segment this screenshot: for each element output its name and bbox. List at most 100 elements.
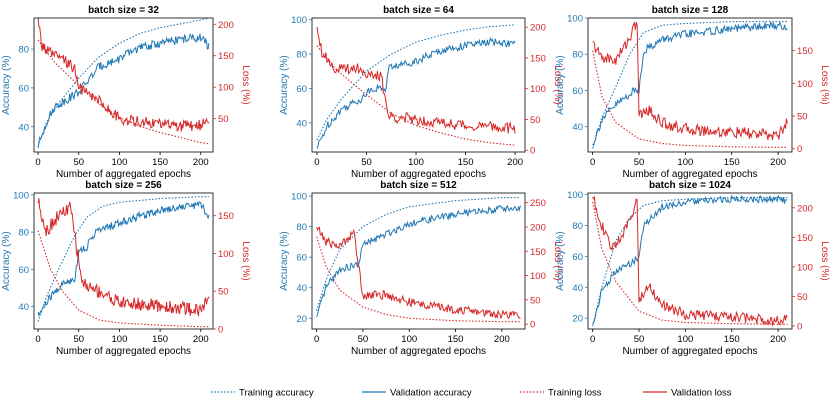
y-right-tick-label: 200 xyxy=(797,203,813,214)
y-right-axis-label: Loss (%) xyxy=(552,65,563,104)
y-right-tick-label: 0 xyxy=(530,320,535,331)
y-left-tick-label: 40 xyxy=(18,122,29,133)
y-left-tick-label: 100 xyxy=(291,15,307,26)
x-tick-label: 50 xyxy=(73,157,84,168)
validation-loss-line xyxy=(37,18,210,132)
panel-title: batch size = 256 xyxy=(85,180,162,191)
chart-panel-3: batch size = 128 0 50 100 150 200 40 60 80 100 0 50… xyxy=(555,5,830,180)
validation-accuracy-line xyxy=(37,201,210,317)
validation-accuracy-line xyxy=(316,36,516,149)
y-right-tick-label: 0 xyxy=(797,144,802,155)
x-axis-label: Number of aggregated epochs xyxy=(351,169,486,180)
x-tick-label: 50 xyxy=(73,334,84,345)
training-loss-line xyxy=(592,201,788,325)
y-left-tick-label: 100 xyxy=(567,14,583,25)
y-right-axis-label: Loss (%) xyxy=(819,241,830,280)
x-tick-label: 100 xyxy=(677,334,693,345)
validation-accuracy-line xyxy=(592,194,788,325)
y-left-axis-label: Accuracy (%) xyxy=(555,55,566,114)
x-tick-label: 50 xyxy=(358,334,369,345)
y-left-tick-label: 60 xyxy=(18,83,29,94)
x-axis-label: Number of aggregated epochs xyxy=(622,169,757,180)
panel-title: batch size = 1024 xyxy=(649,180,731,191)
y-left-tick-label: 100 xyxy=(13,190,29,201)
x-axis-label: Number of aggregated epochs xyxy=(622,346,757,357)
y-left-tick-label: 40 xyxy=(296,118,307,129)
panel-title: batch size = 128 xyxy=(652,5,729,16)
legend: Training accuracy Validation accuracy Trai… xyxy=(211,388,732,399)
y-left-tick-label: 40 xyxy=(18,302,29,313)
y-right-tick-label: 250 xyxy=(530,198,546,209)
x-tick-label: 200 xyxy=(507,157,523,168)
y-left-tick-label: 60 xyxy=(572,86,583,97)
y-right-tick-label: 50 xyxy=(797,112,808,123)
x-tick-label: 0 xyxy=(35,157,40,168)
validation-loss-line xyxy=(316,26,516,134)
x-tick-label: 150 xyxy=(724,157,740,168)
y-right-axis-label: Loss (%) xyxy=(552,241,563,280)
y-right-tick-label: 50 xyxy=(797,292,808,303)
chart-panel-2: batch size = 64 0 50 100 150 200 40 60 80 100 0 50 1… xyxy=(279,5,563,180)
plot-frame xyxy=(33,17,214,153)
y-right-axis-label: Loss (%) xyxy=(819,65,830,104)
legend-label-2: Validation accuracy xyxy=(390,388,472,399)
x-tick-label: 0 xyxy=(590,157,595,168)
y-right-tick-label: 200 xyxy=(218,20,234,31)
chart-panel-6: batch size = 1024 0 50 100 150 200 20 40 60 80 100… xyxy=(555,180,830,357)
validation-accuracy-line xyxy=(316,204,521,318)
y-right-tick-label: 200 xyxy=(530,223,546,234)
plot-frame xyxy=(587,17,793,153)
chart-panel-4: batch size = 256 0 50 100 150 200 40 60 80 100 0 50… xyxy=(1,180,251,357)
x-tick-label: 100 xyxy=(408,157,424,168)
y-right-tick-label: 100 xyxy=(218,83,234,94)
legend-label-4: Validation loss xyxy=(671,388,732,399)
y-left-tick-label: 80 xyxy=(572,50,583,61)
x-axis-label: Number of aggregated epochs xyxy=(56,169,191,180)
x-tick-label: 200 xyxy=(193,334,209,345)
chart-panel-5: batch size = 512 0 50 100 150 200 20 40 60 80 100 0… xyxy=(279,180,563,357)
y-right-tick-label: 150 xyxy=(218,51,234,62)
panel-title: batch size = 512 xyxy=(380,180,457,191)
y-right-tick-label: 0 xyxy=(530,146,535,157)
x-tick-label: 200 xyxy=(494,334,510,345)
x-tick-label: 200 xyxy=(193,157,209,168)
x-tick-label: 150 xyxy=(152,334,168,345)
chart-panel-1: batch size = 32 0 50 100 150 200 40 60 80 50 100 15… xyxy=(1,5,251,180)
y-left-tick-label: 80 xyxy=(572,221,583,232)
y-right-tick-label: 100 xyxy=(530,84,546,95)
x-tick-label: 150 xyxy=(448,334,464,345)
x-tick-label: 0 xyxy=(590,334,595,345)
y-right-tick-label: 150 xyxy=(797,233,813,244)
x-tick-label: 0 xyxy=(35,334,40,345)
training-loss-line xyxy=(37,230,209,328)
y-left-tick-label: 20 xyxy=(296,314,307,325)
y-left-tick-label: 80 xyxy=(18,228,29,239)
legend-label-1: Training accuracy xyxy=(239,388,314,399)
y-right-tick-label: 50 xyxy=(530,115,541,126)
training-loss-line xyxy=(316,236,521,323)
y-left-tick-label: 60 xyxy=(18,265,29,276)
training-accuracy-line xyxy=(592,197,788,327)
x-tick-label: 100 xyxy=(677,157,693,168)
x-tick-label: 150 xyxy=(458,157,474,168)
training-accuracy-line xyxy=(316,197,521,311)
plot-frame xyxy=(311,17,526,153)
x-tick-label: 0 xyxy=(314,334,319,345)
y-left-axis-label: Accuracy (%) xyxy=(1,55,12,114)
y-right-tick-label: 150 xyxy=(530,247,546,258)
y-right-tick-label: 100 xyxy=(797,262,813,273)
plot-frame xyxy=(33,192,214,330)
y-right-tick-label: 100 xyxy=(530,271,546,282)
legend-label-3: Training loss xyxy=(548,388,602,399)
training-loss-line xyxy=(592,50,788,148)
y-left-axis-label: Accuracy (%) xyxy=(279,55,290,114)
y-right-axis-label: Loss (%) xyxy=(240,65,251,104)
x-tick-label: 50 xyxy=(634,334,645,345)
x-tick-label: 150 xyxy=(152,157,168,168)
validation-accuracy-line xyxy=(37,32,210,149)
y-left-tick-label: 40 xyxy=(572,122,583,133)
panel-title: batch size = 64 xyxy=(383,5,454,16)
y-left-tick-label: 60 xyxy=(296,253,307,264)
validation-loss-line xyxy=(37,198,210,317)
